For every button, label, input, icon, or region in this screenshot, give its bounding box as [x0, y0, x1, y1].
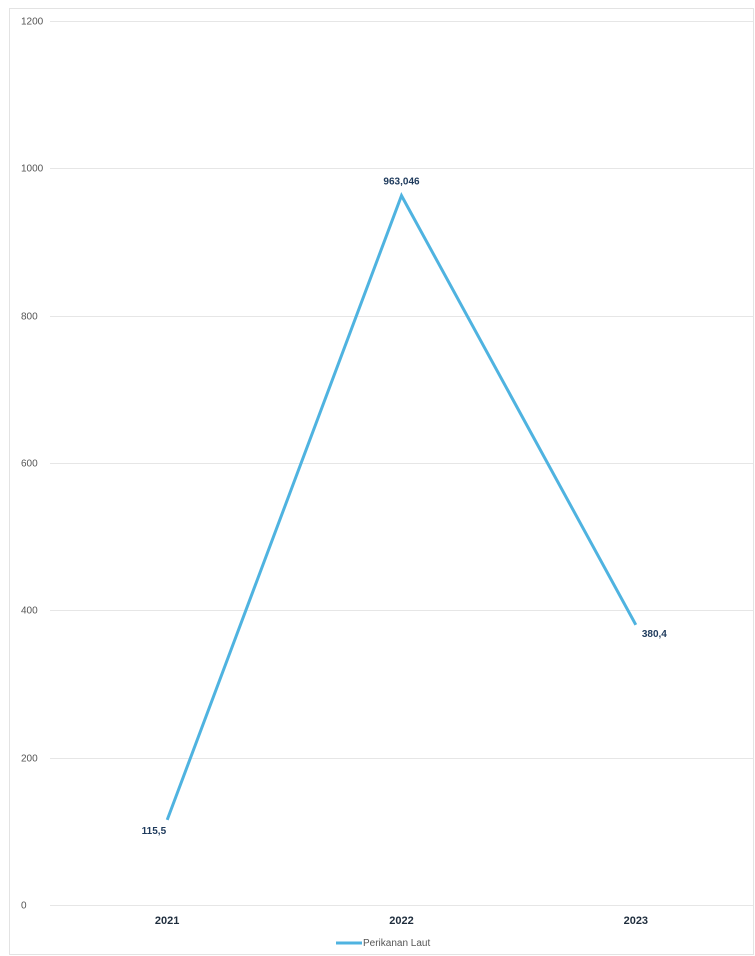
y-tick-label: 0 [21, 901, 27, 912]
data-label-2021: 115,5 [142, 826, 167, 837]
y-tick-label: 800 [21, 312, 38, 323]
series-layer [165, 192, 638, 821]
x-axis: 2021 2022 2023 [155, 915, 648, 927]
y-axis: 0 200 400 600 800 1000 1200 [21, 17, 44, 912]
data-labels: 115,5 963,046 380,4 [142, 177, 668, 837]
gridlines [50, 21, 753, 906]
legend[interactable]: Perikanan Laut [336, 938, 430, 949]
x-tick-label-2022: 2022 [389, 915, 413, 927]
legend-label-perikanan-laut: Perikanan Laut [363, 938, 430, 949]
data-label-2022: 963,046 [383, 177, 420, 188]
series-line-perikanan-laut[interactable] [165, 192, 638, 821]
x-tick-label-2021: 2021 [155, 915, 179, 927]
x-tick-label-2023: 2023 [624, 915, 648, 927]
y-tick-label: 200 [21, 754, 38, 765]
chart-frame [9, 8, 754, 955]
y-tick-label: 1000 [21, 164, 44, 175]
data-label-2023: 380,4 [642, 629, 667, 640]
y-tick-label: 600 [21, 459, 38, 470]
y-tick-label: 400 [21, 606, 38, 617]
y-tick-label: 1200 [21, 17, 44, 28]
